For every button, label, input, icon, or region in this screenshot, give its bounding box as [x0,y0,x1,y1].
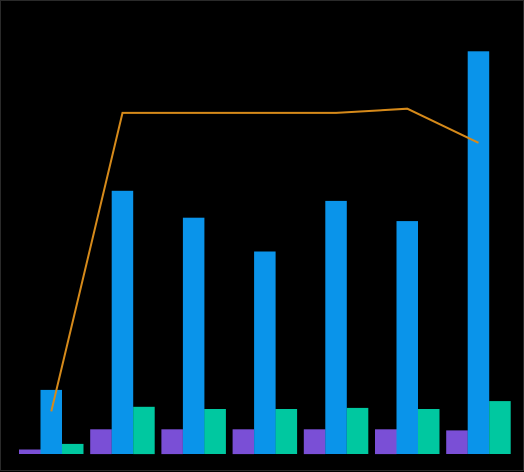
bar-series2-2 [111,190,134,455]
bar-series2-3 [182,217,205,454]
bar-series3-4 [275,409,298,454]
overlay-line [50,107,479,412]
bar-group-7 [446,51,511,455]
bar-group-6 [375,221,440,455]
bar-series1-3 [161,429,183,455]
bar-group-2 [90,190,155,455]
bar-group-1 [19,389,84,454]
bar-series3-3 [204,409,226,454]
bar-series3-2 [133,406,155,455]
bar-series3-6 [418,409,440,454]
bar-group-4 [232,251,298,455]
bar-series2-6 [396,221,418,454]
bar-series2-5 [325,200,347,454]
bar-series1-7 [446,430,468,454]
bar-series3-7 [489,401,511,454]
bar-series2-1 [40,389,62,454]
bar-series1-6 [375,429,397,455]
bar-series1-5 [303,429,326,455]
bar-series2-7 [467,51,490,455]
bar-series3-1 [62,443,84,454]
bar-group-5 [303,200,369,455]
bar-group-3 [161,217,226,455]
bar-series2-4 [254,251,276,454]
bar-series1-4 [232,429,255,455]
bar-series3-5 [346,407,369,454]
bar-series1-2 [90,429,112,455]
bar-series1-1 [19,449,41,454]
